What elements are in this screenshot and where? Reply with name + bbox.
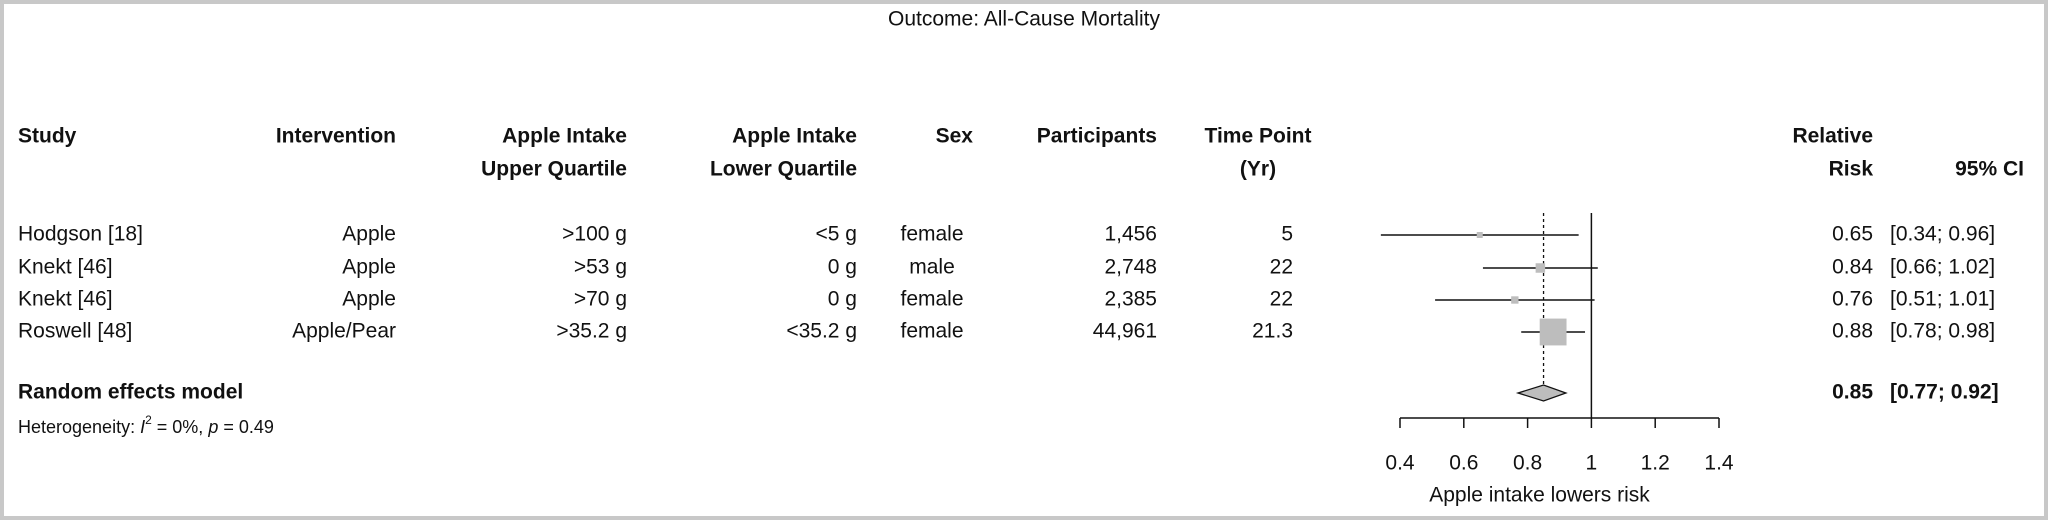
column-header: 95% CI [1955, 158, 2024, 181]
heterogeneity-part: I [140, 417, 145, 437]
table-cell: <35.2 g [786, 320, 857, 343]
column-header: Upper Quartile [481, 158, 627, 181]
table-cell: <5 g [816, 223, 857, 246]
table-cell: Knekt [46] [18, 288, 113, 311]
relative-risk: 0.65 [1832, 223, 1873, 246]
table-cell: Apple [342, 223, 396, 246]
summary-label: Random effects model [18, 381, 243, 404]
table-cell: 2,748 [1104, 256, 1157, 279]
table-cell: 5 [1281, 223, 1293, 246]
column-header: Relative [1792, 125, 1873, 148]
table-cell: Roswell [48] [18, 320, 132, 343]
relative-risk: 0.76 [1832, 288, 1873, 311]
table-cell: Apple/Pear [292, 320, 396, 343]
x-tick-label: 0.4 [1385, 452, 1415, 475]
estimate-square [1535, 263, 1546, 273]
heterogeneity-part: = 0%, [152, 417, 209, 437]
summary-diamond [1515, 384, 1568, 402]
x-axis-label: Apple intake lowers risk [1429, 484, 1650, 507]
table-cell: Apple [342, 256, 396, 279]
summary-estimate: 0.85 [1832, 381, 1873, 404]
column-header: Sex [936, 125, 974, 148]
ci-label: [0.66; 1.02] [1890, 256, 1995, 279]
table-cell: 22 [1270, 288, 1293, 311]
table-cell: Hodgson [18] [18, 223, 143, 246]
column-header: Lower Quartile [710, 158, 857, 181]
heterogeneity: Heterogeneity: I2 = 0%, p = 0.49 [18, 413, 274, 437]
column-header: Risk [1829, 158, 1874, 181]
table-cell: male [909, 256, 955, 279]
table-cell: >100 g [562, 223, 627, 246]
table-cell: 21.3 [1252, 320, 1293, 343]
relative-risk: 0.88 [1832, 320, 1873, 343]
table-cell: >35.2 g [556, 320, 627, 343]
heterogeneity-part: 2 [145, 413, 152, 427]
table-cell: 0 g [828, 256, 857, 279]
x-tick-label: 1.2 [1641, 452, 1670, 475]
table-cell: female [900, 223, 963, 246]
table-cell: >53 g [574, 256, 627, 279]
ci-label: [0.78; 0.98] [1890, 320, 1995, 343]
estimate-square [1511, 296, 1519, 304]
heterogeneity-part: Heterogeneity: [18, 417, 140, 437]
summary-ci: [0.77; 0.92] [1890, 381, 1999, 404]
column-header: (Yr) [1240, 158, 1276, 181]
table-cell: 1,456 [1104, 223, 1157, 246]
x-tick-label: 1 [1586, 452, 1598, 475]
x-tick-label: 1.4 [1704, 452, 1734, 475]
column-header: Time Point [1205, 125, 1312, 148]
x-tick-label: 0.8 [1513, 452, 1542, 475]
table-cell: 44,961 [1093, 320, 1157, 343]
table-cell: female [900, 320, 963, 343]
table-cell: 22 [1270, 256, 1293, 279]
chart-title: Outcome: All-Cause Mortality [888, 8, 1160, 31]
column-header: Participants [1037, 125, 1157, 148]
heterogeneity-part: p [207, 417, 218, 437]
column-header: Intervention [276, 125, 396, 148]
column-header: Apple Intake [502, 125, 627, 148]
column-header: Study [18, 125, 77, 148]
table-cell: 0 g [828, 288, 857, 311]
table-cell: >70 g [574, 288, 627, 311]
table-cell: Apple [342, 288, 396, 311]
relative-risk: 0.84 [1832, 256, 1873, 279]
x-tick-label: 0.6 [1449, 452, 1478, 475]
column-header: Apple Intake [732, 125, 857, 148]
ci-label: [0.34; 0.96] [1890, 223, 1995, 246]
table-cell: Knekt [46] [18, 256, 113, 279]
ci-label: [0.51; 1.01] [1890, 288, 1995, 311]
table-cell: 2,385 [1104, 288, 1157, 311]
estimate-square [1539, 318, 1567, 346]
estimate-square [1476, 232, 1483, 238]
table-cell: female [900, 288, 963, 311]
heterogeneity-part: = 0.49 [218, 417, 274, 437]
